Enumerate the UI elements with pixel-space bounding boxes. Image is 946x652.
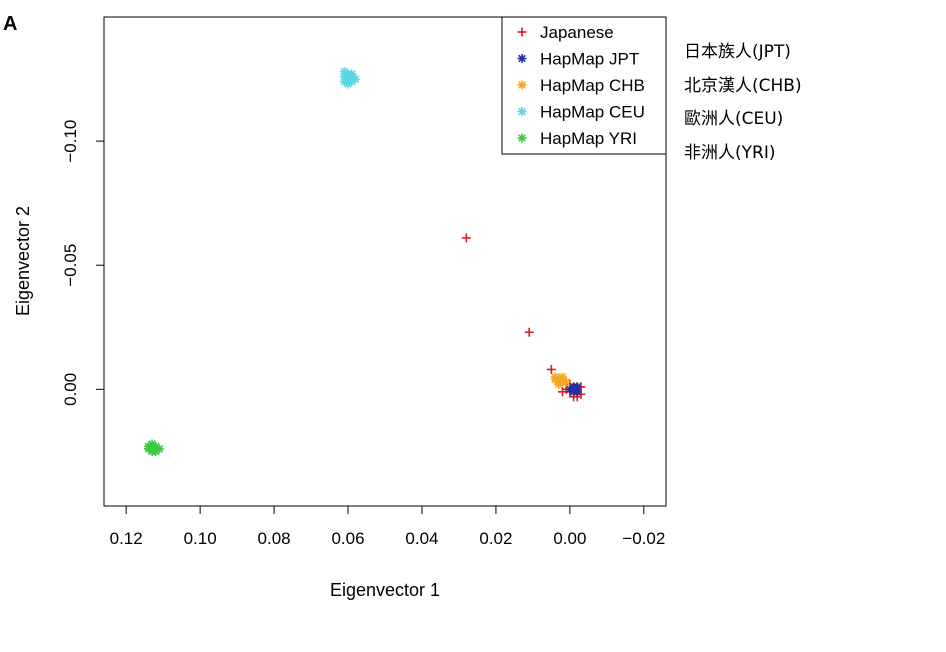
data-point <box>461 233 471 243</box>
legend-marker <box>517 107 527 116</box>
x-tick-label: 0.02 <box>479 529 512 548</box>
x-tick-label: 0.06 <box>331 529 364 548</box>
x-axis-title: Eigenvector 1 <box>330 580 440 600</box>
legend: Japanese HapMap JPT HapMap CHB HapMap CEU Ha… <box>501 16 667 155</box>
data-point <box>350 74 360 84</box>
panel-label: A <box>3 13 17 35</box>
legend-marker <box>517 54 527 63</box>
x-axis: 0.12 0.10 0.08 0.06 0.04 0.02 0.00 −0.02 <box>110 505 665 548</box>
legend-entry-label: HapMap YRI <box>540 129 637 148</box>
legend-marker <box>517 133 527 143</box>
y-tick-label: −0.10 <box>61 120 80 163</box>
x-tick-label: −0.02 <box>622 529 665 548</box>
population-label-chb: 北京漢人(CHB) <box>684 75 802 96</box>
x-tick-label: 0.08 <box>258 529 291 548</box>
series-hapmap-chb <box>550 372 571 389</box>
x-tick-label: 0.12 <box>110 529 143 548</box>
population-label-jpt: 日本族人(JPT) <box>684 42 791 62</box>
y-tick-label: −0.05 <box>61 244 80 287</box>
population-label-ceu: 歐洲人(CEU) <box>684 109 784 129</box>
data-point <box>557 372 567 382</box>
x-tick-label: 0.04 <box>405 529 438 548</box>
y-tick-label: 0.00 <box>61 373 80 406</box>
legend-entry-label: HapMap JPT <box>540 50 639 69</box>
data-point <box>572 382 582 392</box>
data-point <box>546 364 556 374</box>
data-point <box>143 444 153 454</box>
data-point <box>339 77 349 87</box>
data-point <box>154 444 164 454</box>
data-point <box>554 377 564 387</box>
data-point <box>347 69 357 79</box>
legend-marker <box>517 27 527 37</box>
y-axis: −0.10 −0.05 0.00 <box>61 120 105 406</box>
y-axis-title: Eigenvector 2 <box>13 206 33 316</box>
series-japanese <box>461 233 586 402</box>
x-tick-label: 0.10 <box>184 529 217 548</box>
series-hapmap-yri <box>143 439 164 456</box>
legend-marker <box>517 80 527 90</box>
data-point <box>524 327 534 337</box>
series-hapmap-jpt <box>565 382 582 397</box>
data-points <box>143 67 586 456</box>
legend-box <box>501 16 667 155</box>
data-point <box>147 439 157 449</box>
legend-entry-label: HapMap CEU <box>540 103 645 122</box>
population-label-yri: 非洲人(YRI) <box>684 142 776 163</box>
legend-entry-label: Japanese <box>540 23 614 42</box>
series-hapmap-ceu <box>339 67 360 89</box>
x-tick-label: 0.00 <box>553 529 586 548</box>
population-label-list: 日本族人(JPT) 北京漢人(CHB) 歐洲人(CEU) 非洲人(YRI) <box>684 40 802 174</box>
legend-entry-label: HapMap CHB <box>540 76 645 95</box>
